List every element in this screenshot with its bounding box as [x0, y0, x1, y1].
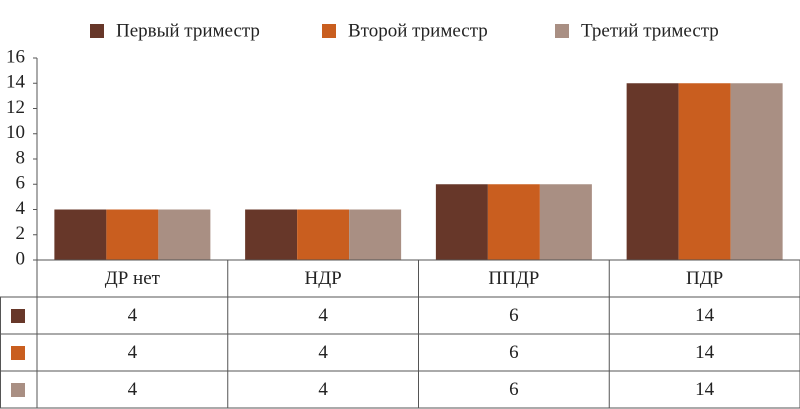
bar: [158, 209, 211, 260]
x-tick-label: НДР: [305, 268, 342, 289]
table-value: 6: [509, 342, 519, 363]
table-legend-swatch: [11, 383, 25, 397]
bar: [349, 209, 402, 260]
bar: [297, 209, 350, 260]
table-value: 4: [318, 305, 328, 326]
legend-label: Третий триместр: [581, 20, 719, 41]
table-value: 4: [128, 342, 138, 363]
bar: [106, 209, 159, 260]
table-value: 14: [695, 342, 715, 363]
bar: [435, 184, 488, 260]
legend-label: Первый триместр: [116, 20, 260, 41]
y-tick-label: 2: [16, 223, 26, 244]
bar: [487, 184, 540, 260]
bar: [54, 209, 107, 260]
y-tick-label: 4: [16, 198, 26, 219]
table-value: 4: [318, 379, 328, 400]
legend-swatch: [90, 24, 104, 38]
bar: [678, 83, 731, 260]
y-tick-label: 10: [6, 122, 25, 143]
x-tick-label: ПДР: [686, 268, 723, 289]
table-legend-swatch: [11, 309, 25, 323]
table-value: 14: [695, 305, 715, 326]
bar: [730, 83, 783, 260]
y-tick-label: 0: [16, 248, 26, 269]
y-tick-label: 6: [16, 173, 26, 194]
table-value: 4: [128, 379, 138, 400]
y-tick-label: 8: [16, 147, 26, 168]
table-value: 6: [509, 379, 519, 400]
x-tick-label: ППДР: [488, 268, 539, 289]
legend-label: Второй триместр: [348, 20, 488, 41]
legend-swatch: [322, 24, 336, 38]
y-tick-label: 16: [6, 46, 25, 67]
table-legend-swatch: [11, 346, 25, 360]
y-tick-label: 14: [6, 72, 26, 93]
table-value: 4: [128, 305, 138, 326]
y-tick-label: 12: [6, 97, 25, 118]
bar: [539, 184, 592, 260]
table-value: 4: [318, 342, 328, 363]
legend-swatch: [555, 24, 569, 38]
table-value: 6: [509, 305, 519, 326]
bar: [245, 209, 298, 260]
x-tick-label: ДР нет: [105, 268, 161, 289]
table-value: 14: [695, 379, 715, 400]
bar: [626, 83, 679, 260]
